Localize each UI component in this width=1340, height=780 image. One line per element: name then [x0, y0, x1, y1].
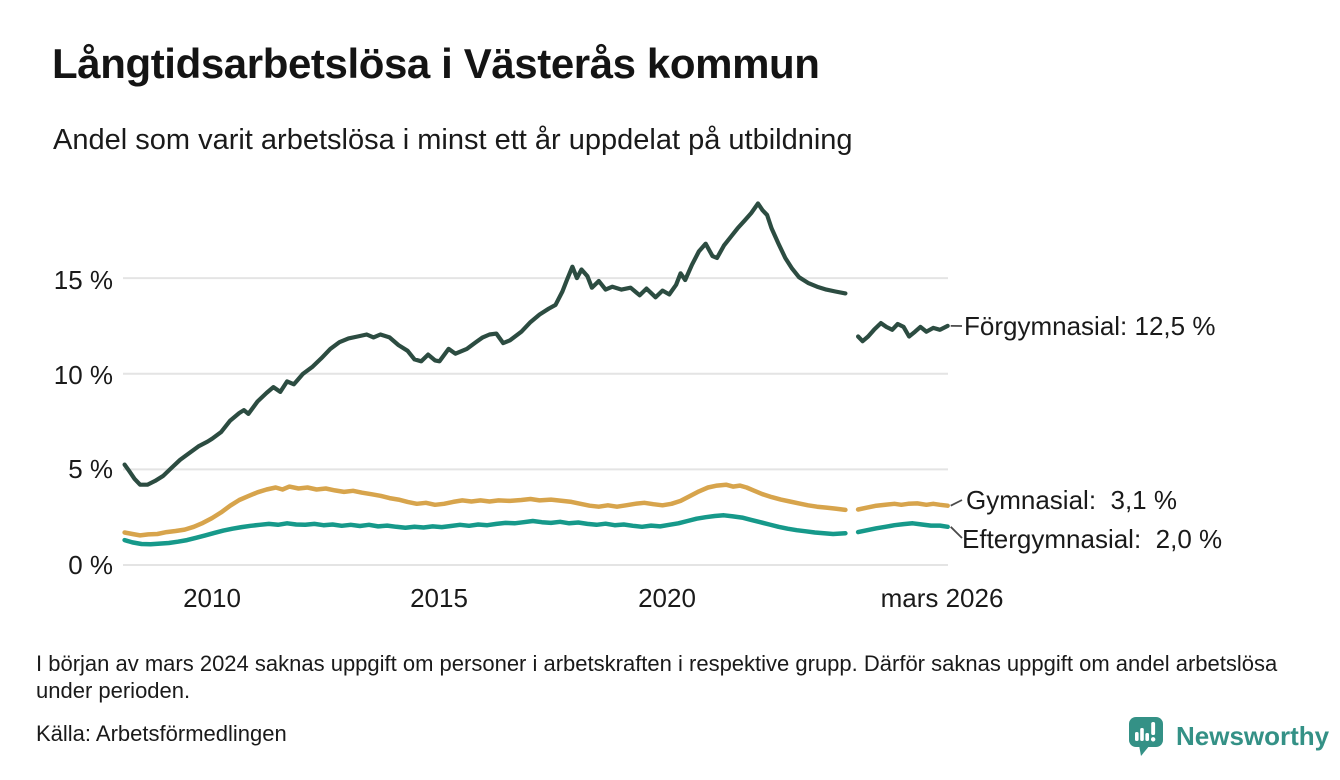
newsworthy-logo: Newsworthy	[1127, 715, 1329, 757]
newsworthy-speech-bubble-chart-icon	[1129, 717, 1163, 756]
chart-subtitle: Andel som varit arbetslösa i minst ett å…	[53, 124, 853, 156]
series-line-eftergymnasial	[122, 513, 848, 547]
x-axis-tick-mars-2026: mars 2026	[880, 583, 1004, 613]
y-axis-tick-5: 5 %	[68, 454, 113, 484]
newsworthy-logo-text: Newsworthy	[1176, 721, 1330, 751]
y-axis-tick-15: 15 %	[53, 265, 113, 295]
y-axis-tick-0: 0 %	[68, 550, 113, 580]
leader-line-eftergymnasial	[950, 526, 963, 539]
source-credit: Källa: Arbetsförmedlingen	[36, 721, 287, 746]
series-line-gymnasial	[122, 482, 848, 538]
series-label-forgymnasial: Förgymnasial: 12,5 %	[964, 311, 1216, 341]
x-axis-tick-2020: 2020	[638, 583, 696, 613]
series-line-förgymnasial-after-gap	[856, 321, 950, 344]
series-label-eftergymnasial: Eftergymnasial: 2,0 %	[962, 524, 1223, 554]
series-line-förgymnasial	[122, 201, 848, 487]
x-axis-tick-2010: 2010	[183, 583, 241, 613]
footnote: I början av mars 2024 saknas uppgift om …	[36, 651, 1278, 703]
x-axis-tick-2015: 2015	[410, 583, 468, 613]
page-title: Långtidsarbetslösa i Västerås kommun	[52, 40, 820, 87]
series-label-gymnasial: Gymnasial: 3,1 %	[966, 485, 1177, 515]
leader-line-gymnasial	[950, 499, 963, 507]
y-axis-tick-10: 10 %	[53, 360, 113, 390]
series-line-eftergymnasial-after-gap	[855, 521, 950, 535]
series-line-gymnasial-after-gap	[855, 501, 950, 512]
